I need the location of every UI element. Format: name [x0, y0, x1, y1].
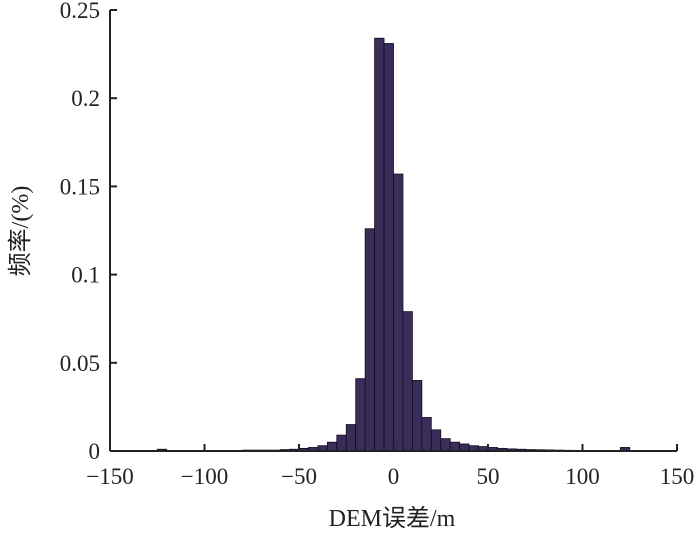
histogram-bar [402, 311, 413, 452]
y-tick-label: 0.25 [60, 0, 100, 23]
y-tick-label: 0.1 [71, 263, 100, 288]
histogram-bar [430, 429, 442, 452]
histogram-bar [411, 380, 423, 452]
histogram-bar [345, 424, 357, 452]
y-tick-label: 0.2 [71, 86, 100, 111]
histogram-bar [374, 37, 385, 452]
y-axis-label: 频率/(%) [7, 186, 34, 277]
histogram-bar [326, 441, 338, 452]
y-tick-label: 0.15 [60, 174, 100, 199]
histogram-bar [383, 43, 394, 452]
histogram-bar [336, 434, 347, 452]
histogram-bar [440, 438, 451, 452]
y-tick-label: 0 [89, 439, 101, 464]
axis-ticks: −150 −100 −50 0 50 100 150 0 0.05 0.1 0.15 0.2 0.25 [60, 0, 695, 489]
x-tick-label: 0 [388, 464, 400, 489]
histogram-bar [364, 228, 375, 452]
x-tick-label: −50 [281, 464, 317, 489]
x-tick-label: 50 [477, 464, 500, 489]
histogram-bar [459, 443, 470, 452]
histogram-bar [449, 441, 461, 452]
y-tick-label: 0.05 [60, 351, 100, 376]
x-tick-label: 100 [565, 464, 600, 489]
histogram-bar [421, 417, 432, 452]
x-axis-label: DEM误差/m [329, 505, 456, 532]
x-tick-label: −100 [181, 464, 228, 489]
x-tick-label: −150 [86, 464, 133, 489]
histogram-bars [156, 37, 631, 452]
histogram-bar [355, 378, 366, 452]
histogram-bar [393, 173, 404, 452]
x-tick-label: 150 [660, 464, 695, 489]
